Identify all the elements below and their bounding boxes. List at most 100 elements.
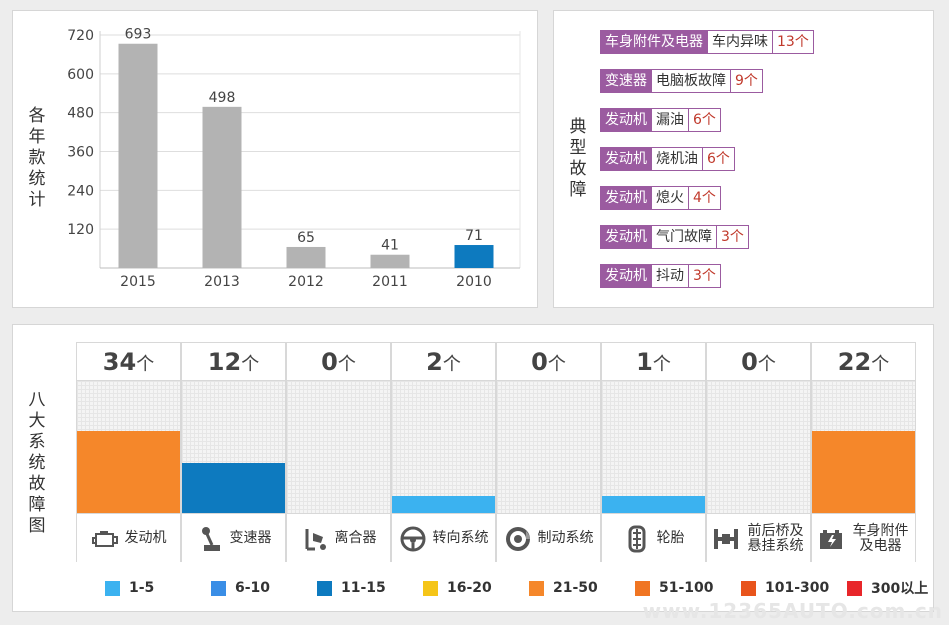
- system-count-unit: 个: [136, 354, 155, 375]
- system-level-bar: [812, 431, 915, 513]
- legend-label: 11-15: [341, 580, 386, 596]
- system-column[interactable]: 2个转向系统: [391, 342, 496, 563]
- system-label: 轮胎: [602, 513, 705, 563]
- system-name: 离合器: [334, 530, 377, 546]
- fault-item[interactable]: 变速器 电脑板故障 9个: [600, 69, 763, 93]
- system-count-unit: 个: [547, 354, 566, 375]
- system-label: 转向系统: [392, 513, 495, 563]
- watermark: www.12365AUTO.com.cn: [642, 599, 943, 623]
- system-count-value: 0: [741, 348, 758, 376]
- fault-item[interactable]: 发动机 烧机油 6个: [600, 147, 735, 171]
- steering-wheel-icon: [400, 526, 425, 551]
- legend-swatch: [741, 580, 756, 596]
- system-name: 车身附件及电器: [852, 522, 909, 554]
- fault-name: 电脑板故障: [652, 69, 731, 93]
- typical-faults-title: 典型故障: [569, 117, 587, 200]
- system-faults-panel: 八大系统故障图 34个 发动机 12个 变速器 0个 离合器 2个 转向系统 0个 制动系统 1个轮…: [12, 324, 934, 612]
- legend-swatch: [635, 580, 650, 596]
- system-label: 制动系统: [497, 513, 600, 563]
- fault-name: 车内异味: [708, 30, 773, 54]
- system-count: 2个: [392, 343, 495, 381]
- legend-item: 300以上: [847, 578, 949, 598]
- bar-value-label: 71: [465, 228, 483, 244]
- system-bar-area: [182, 381, 285, 513]
- bar-value-label: 41: [381, 238, 399, 254]
- legend-swatch: [211, 580, 226, 596]
- system-count-value: 2: [426, 348, 443, 376]
- tire-icon: [628, 525, 645, 552]
- system-count: 22个: [812, 343, 915, 381]
- system-count-unit: 个: [871, 354, 890, 375]
- system-count-unit: 个: [241, 354, 260, 375]
- system-bar-area: [497, 381, 600, 513]
- year-stats-panel: 各年款统计 120 240 360 480 600 720 693 2015 498 2013 65…: [12, 10, 538, 308]
- gear-lever-icon: [201, 526, 220, 551]
- system-column[interactable]: 1个轮胎: [601, 342, 706, 563]
- bar-2012: [286, 246, 326, 268]
- system-bar-area: [602, 381, 705, 513]
- system-faults-title: 八大系统故障图: [28, 390, 46, 536]
- system-column[interactable]: 34个 发动机: [76, 342, 181, 563]
- fault-category: 变速器: [600, 69, 652, 93]
- fault-item[interactable]: 发动机 抖动 3个: [600, 264, 721, 288]
- system-bar-area: [77, 381, 180, 513]
- legend-label: 16-20: [447, 580, 492, 596]
- fault-item[interactable]: 发动机 熄火 4个: [600, 186, 721, 210]
- bar-2010: [454, 245, 494, 268]
- typical-faults-panel: 典型故障 车身附件及电器 车内异味 13个 变速器 电脑板故障 9个 发动机 漏油 6个 发动机烧…: [553, 10, 934, 308]
- legend-label: 6-10: [235, 580, 271, 596]
- fault-item[interactable]: 车身附件及电器 车内异味 13个: [600, 30, 814, 54]
- fault-name: 漏油: [652, 108, 689, 132]
- system-level-bar: [182, 462, 285, 513]
- system-count: 0个: [707, 343, 810, 381]
- system-name: 轮胎: [656, 530, 685, 546]
- system-column[interactable]: 12个变速器: [181, 342, 286, 563]
- system-column[interactable]: 22个车身附件及电器: [811, 342, 916, 563]
- fault-name: 气门故障: [652, 225, 717, 249]
- bar-value-label: 65: [297, 230, 315, 246]
- system-count: 0个: [497, 343, 600, 381]
- legend-swatch: [847, 580, 862, 596]
- system-count-value: 22: [837, 348, 872, 376]
- system-label: 变速器: [182, 513, 285, 563]
- system-count: 12个: [182, 343, 285, 381]
- system-bar-area: [812, 381, 915, 513]
- fault-item[interactable]: 发动机 气门故障 3个: [600, 225, 749, 249]
- system-count-value: 0: [321, 348, 338, 376]
- system-count-value: 12: [207, 348, 242, 376]
- system-level-bar: [392, 495, 495, 513]
- system-bar-area: [287, 381, 390, 513]
- fault-category: 发动机: [600, 225, 652, 249]
- legend-item: 1-5: [105, 578, 211, 598]
- x-tick-label: 2010: [456, 274, 492, 290]
- fault-count: 3个: [717, 225, 749, 249]
- fault-count: 9个: [731, 69, 763, 93]
- fault-item[interactable]: 发动机 漏油 6个: [600, 108, 721, 132]
- y-tick-label: 120: [67, 222, 94, 238]
- year-stats-title: 各年款统计: [28, 106, 46, 210]
- legend-label: 21-50: [553, 580, 598, 596]
- system-count-unit: 个: [442, 354, 461, 375]
- battery-icon: [819, 529, 842, 549]
- system-label: 发动机: [77, 513, 180, 563]
- y-tick-label: 240: [67, 183, 94, 199]
- system-label: 车身附件及电器: [812, 513, 915, 563]
- bar-value-label: 498: [209, 90, 236, 106]
- fault-name: 烧机油: [652, 147, 703, 171]
- legend-swatch: [317, 580, 332, 596]
- legend-label: 101-300: [765, 580, 830, 596]
- x-tick-label: 2011: [372, 274, 408, 290]
- system-column[interactable]: 0个前后桥及悬挂系统: [706, 342, 811, 563]
- legend-swatch: [529, 580, 544, 596]
- system-label: 前后桥及悬挂系统: [707, 513, 810, 563]
- system-count: 1个: [602, 343, 705, 381]
- system-column[interactable]: 0个制动系统: [496, 342, 601, 563]
- y-tick-label: 600: [67, 67, 94, 83]
- fault-count: 4个: [689, 186, 721, 210]
- system-bar-area: [707, 381, 810, 513]
- fault-count: 6个: [703, 147, 735, 171]
- system-column[interactable]: 0个 离合器: [286, 342, 391, 563]
- fault-count: 3个: [689, 264, 721, 288]
- bar-2013: [202, 106, 242, 268]
- legend-item: 101-300: [741, 578, 847, 598]
